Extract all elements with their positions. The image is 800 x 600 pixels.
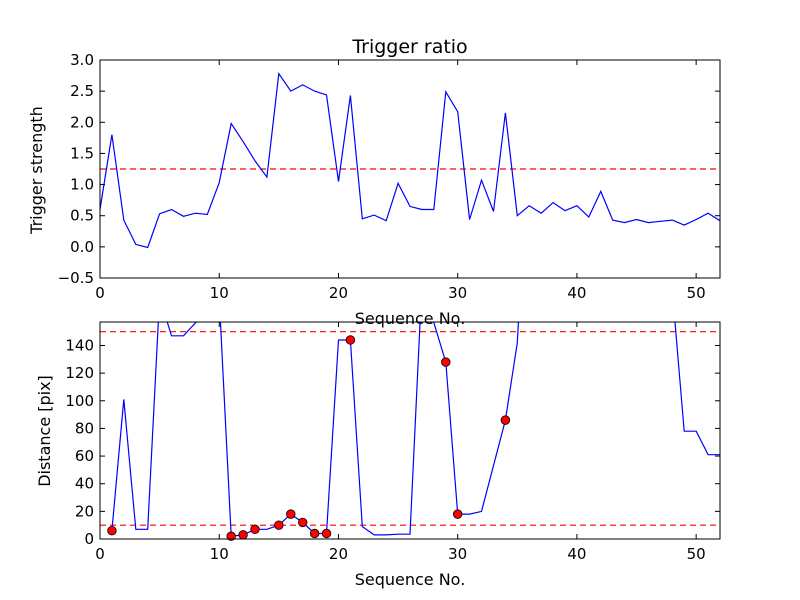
series-line — [100, 72, 720, 249]
y-axis-label: Distance [pix] — [35, 375, 54, 487]
x-tick-label: 50 — [687, 545, 706, 563]
x-tick-label: 40 — [567, 284, 586, 302]
plot-area: 0 10 20 30 40 50 −0.5 0.0 0.5 1.0 1.5 2.0 2.5 3.0 — [58, 51, 721, 302]
data-point-marker — [107, 526, 117, 536]
data-point-marker — [238, 530, 248, 540]
y-tick-label: 120 — [65, 364, 94, 382]
data-point-marker — [274, 520, 284, 530]
data-point-marker — [297, 517, 308, 528]
data-layer — [100, 72, 720, 249]
y-tick-label: 140 — [65, 336, 94, 354]
data-point-marker — [286, 509, 296, 519]
x-tick-label: 30 — [448, 284, 467, 302]
x-tick-label: 50 — [687, 284, 706, 302]
y-axis-label: Trigger strength — [27, 106, 46, 235]
data-point-marker — [226, 531, 236, 541]
x-tick-label: 10 — [210, 284, 229, 302]
y-tick-label: 2.5 — [70, 82, 94, 100]
y-tick-label: 3.0 — [70, 51, 94, 69]
plot-area: 0 10 20 30 40 50 0 20 40 60 80 100 120 140 — [65, 321, 721, 563]
data-point-marker — [250, 524, 260, 535]
x-tick-label: 0 — [95, 284, 105, 302]
trigger-ratio-chart: Trigger ratio 0 10 20 30 40 50 −0.5 0.0 0.5 1.0 1.… — [27, 36, 721, 328]
y-tick-label: 100 — [65, 392, 94, 410]
y-tick-label: 0.0 — [70, 238, 94, 256]
y-tick-label: 20 — [75, 502, 94, 520]
y-tick-label: 0 — [84, 530, 94, 548]
plot-frame — [99, 59, 721, 279]
y-tick-label: −0.5 — [58, 269, 94, 287]
data-point-marker — [500, 415, 511, 425]
y-tick-label: 1.0 — [70, 176, 94, 194]
plot-frame — [99, 321, 721, 540]
x-tick-label: 20 — [329, 545, 348, 563]
y-tick-label: 0.5 — [70, 207, 94, 225]
x-tick-label: 20 — [329, 284, 348, 302]
data-point-marker — [452, 509, 463, 519]
x-tick-label: 30 — [448, 545, 467, 563]
data-point-marker — [321, 528, 332, 539]
chart-title: Trigger ratio — [351, 36, 467, 58]
x-tick-label: 40 — [567, 545, 586, 563]
x-axis-label: Sequence No. — [355, 309, 466, 328]
x-tick-label: 0 — [95, 545, 105, 563]
data-point-marker — [345, 335, 356, 345]
y-tick-label: 2.0 — [70, 113, 94, 131]
y-tick-label: 80 — [75, 419, 94, 437]
y-tick-label: 1.5 — [70, 144, 94, 162]
y-tick-label: 60 — [75, 447, 94, 465]
data-point-marker — [309, 528, 320, 539]
distance-chart: 0 10 20 30 40 50 0 20 40 60 80 100 120 140 Sequence N… — [35, 321, 721, 589]
data-point-marker — [441, 357, 451, 367]
x-tick-label: 10 — [210, 545, 229, 563]
x-axis-label: Sequence No. — [355, 570, 466, 589]
y-tick-label: 40 — [75, 475, 94, 493]
